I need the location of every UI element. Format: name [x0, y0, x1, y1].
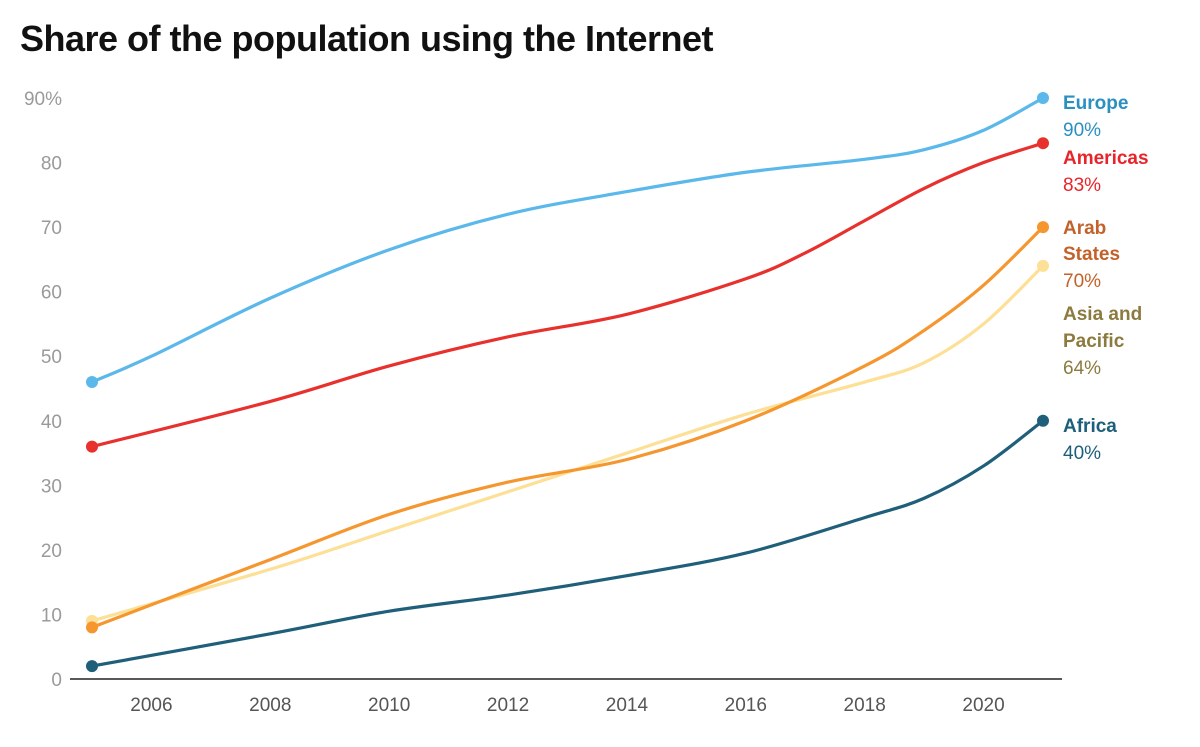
x-tick-label: 2020 [962, 695, 1004, 716]
data-point-europe [1037, 92, 1049, 104]
series-label-americas: Americas [1063, 148, 1149, 169]
data-point-africa [86, 660, 98, 673]
x-tick-label: 2018 [844, 695, 886, 716]
y-tick-label: 40 [41, 412, 62, 433]
data-point-asia-and-pacific [1037, 259, 1049, 272]
series-line-asia-and-pacific [90, 264, 1045, 623]
series-label-africa: Africa [1063, 416, 1117, 437]
data-point-arab-states [86, 621, 98, 634]
series-line-arab-states [90, 225, 1045, 629]
series-label-europe: Europe [1063, 93, 1128, 114]
series-end-value-asia-and-pacific: 64% [1063, 358, 1101, 379]
series-label-asia-and-pacific: Pacific [1063, 331, 1125, 352]
x-tick-label: 2008 [249, 695, 291, 716]
y-tick-label: 90% [24, 89, 62, 110]
series-end-value-europe: 90% [1063, 120, 1101, 141]
y-tick-label: 0 [51, 670, 62, 691]
data-point-americas [1037, 137, 1049, 150]
series-line-americas [90, 141, 1045, 449]
x-tick-label: 2012 [487, 695, 529, 716]
y-tick-label: 70 [41, 218, 62, 239]
data-point-arab-states [1037, 221, 1049, 234]
chart-title: Share of the population using the Intern… [20, 18, 714, 59]
x-tick-label: 2006 [130, 695, 172, 716]
x-tick-label: 2016 [725, 695, 767, 716]
series-end-value-africa: 40% [1063, 443, 1101, 464]
series-label-arab-states: Arab [1063, 218, 1106, 239]
x-tick-label: 2014 [606, 695, 649, 716]
series-line-europe [90, 96, 1045, 384]
y-tick-label: 10 [41, 605, 62, 626]
series-end-value-arab-states: 70% [1063, 271, 1101, 292]
x-tick-label: 2010 [368, 695, 410, 716]
series-label-asia-and-pacific: Asia and [1063, 304, 1142, 325]
series-line-africa [90, 419, 1045, 668]
y-tick-label: 20 [41, 541, 62, 562]
data-point-americas [86, 440, 98, 453]
series-end-value-americas: 83% [1063, 175, 1101, 196]
series-label-arab-states: States [1063, 244, 1120, 265]
y-tick-label: 60 [41, 283, 62, 304]
y-tick-label: 80 [41, 154, 62, 175]
data-point-europe [86, 376, 98, 389]
data-point-africa [1037, 414, 1049, 427]
y-tick-label: 30 [41, 476, 62, 497]
y-tick-label: 50 [41, 347, 62, 368]
